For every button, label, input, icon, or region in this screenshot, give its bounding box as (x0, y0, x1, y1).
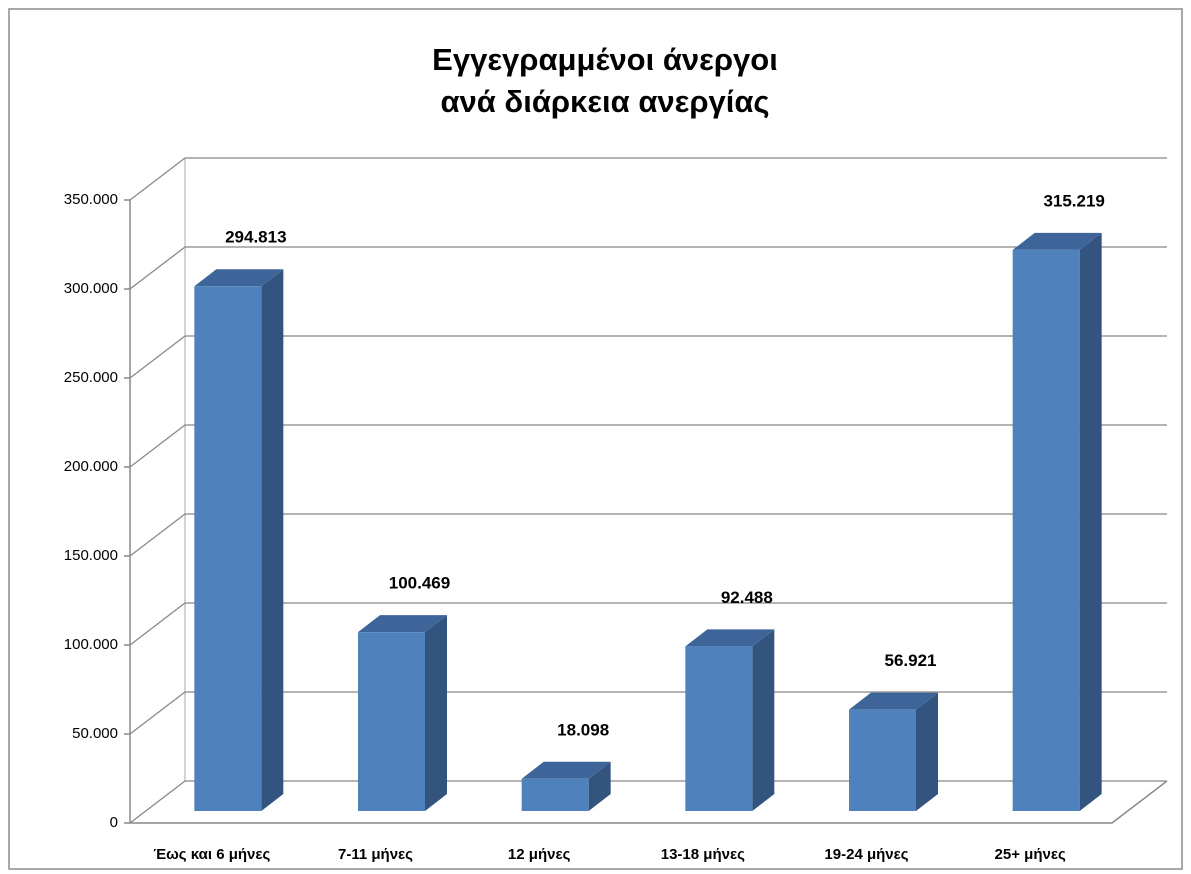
bar (194, 286, 262, 811)
y-tick-label: 50.000 (72, 725, 118, 742)
y-tick-label: 350.000 (64, 191, 118, 208)
y-tick-label: 200.000 (64, 458, 118, 475)
grid-line (129, 780, 1167, 824)
grid-line (129, 602, 1167, 646)
bar-side (916, 692, 938, 811)
bar-top (685, 629, 775, 647)
data-label: 18.098 (557, 720, 609, 739)
x-tick-label: 13-18 μήνες (661, 846, 745, 863)
bar-top (849, 692, 938, 710)
bar-side (1079, 232, 1102, 812)
bar-top (194, 269, 284, 287)
chart-title: Εγγεγραμμένοι άνεργοι (432, 42, 778, 77)
chart-title: ανά διάρκεια ανεργίας (440, 84, 769, 119)
grid-line (129, 246, 1167, 290)
data-label: 294.813 (225, 228, 286, 247)
bar (1012, 249, 1080, 812)
grid-line (129, 424, 1167, 468)
data-label: 92.488 (721, 588, 773, 607)
bar (358, 632, 425, 811)
data-label: 315.219 (1043, 191, 1104, 210)
x-tick-label: 25+ μήνες (995, 846, 1066, 863)
bar-top (358, 615, 447, 633)
bar (849, 709, 916, 811)
bar-top (521, 761, 611, 779)
grid-line (129, 157, 1167, 201)
grid-line (129, 335, 1167, 379)
data-label: 56.921 (885, 651, 937, 670)
grid-line (129, 513, 1167, 557)
bar-side (588, 761, 611, 811)
bar-side (752, 629, 775, 811)
bar (685, 646, 753, 811)
bar (521, 778, 589, 811)
x-tick-label: 19-24 μήνες (824, 846, 908, 863)
bar-side (261, 269, 284, 811)
y-tick-label: 250.000 (64, 369, 118, 386)
y-tick-label: 300.000 (64, 280, 118, 297)
floor-edge (130, 780, 1168, 824)
y-tick-label: 0 (110, 814, 118, 831)
bar-side (425, 615, 447, 811)
data-label: 100.469 (389, 574, 450, 593)
grid-line (129, 691, 1167, 735)
y-tick-label: 150.000 (64, 547, 118, 564)
x-tick-label: 12 μήνες (508, 846, 571, 863)
y-tick-label: 100.000 (64, 636, 118, 653)
x-tick-label: Έως και 6 μήνες (153, 846, 270, 863)
x-tick-label: 7-11 μήνες (338, 846, 413, 863)
bar-top (1012, 232, 1102, 250)
